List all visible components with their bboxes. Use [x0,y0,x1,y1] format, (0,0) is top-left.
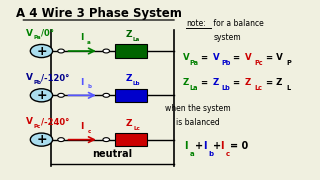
Text: La: La [133,37,140,42]
Circle shape [58,138,64,142]
Text: /-120°: /-120° [42,73,70,82]
Text: Pc: Pc [33,124,40,129]
Text: L: L [287,85,291,91]
Text: system: system [213,33,241,42]
Text: I: I [80,78,84,87]
Text: Z: Z [183,78,189,87]
Text: A 4 Wire 3 Phase System: A 4 Wire 3 Phase System [16,7,182,20]
Text: /0°: /0° [42,29,54,38]
Text: /-240°: /-240° [42,117,70,126]
Text: I: I [203,141,206,151]
Text: when the system: when the system [165,104,231,113]
Text: I: I [220,141,224,151]
Text: Pb: Pb [33,80,41,85]
Text: V: V [27,29,33,38]
Text: La: La [189,85,197,91]
Text: =: = [230,78,240,87]
Text: P: P [287,60,292,66]
Text: = 0: = 0 [230,141,249,151]
Circle shape [103,49,109,53]
Text: +: + [36,44,47,58]
Text: Z: Z [242,78,251,87]
Bar [115,44,147,58]
Circle shape [30,89,52,102]
Text: I: I [185,141,188,151]
Text: Z: Z [125,30,132,39]
Circle shape [58,49,64,53]
Text: I: I [80,122,84,131]
Text: Pb: Pb [222,60,231,66]
Bar [115,89,147,102]
Bar [115,133,147,146]
Circle shape [58,93,64,97]
Text: V: V [242,53,252,62]
Text: Z: Z [125,74,132,83]
Text: +: + [195,141,203,151]
Text: V: V [183,53,190,62]
Text: b: b [87,84,91,89]
Text: c: c [226,151,230,157]
Circle shape [30,133,52,146]
Text: Lb: Lb [222,85,230,91]
Text: Pa: Pa [189,60,198,66]
Text: = V: = V [263,53,282,62]
Text: +: + [36,89,47,102]
Circle shape [103,93,109,97]
Text: b: b [208,151,213,157]
Text: for a balance: for a balance [211,19,264,28]
Text: Lc: Lc [133,125,140,130]
Text: +: + [212,141,221,151]
Text: = Z: = Z [263,78,282,87]
Text: Pc: Pc [254,60,263,66]
Text: =: = [230,53,240,62]
Text: note:: note: [186,19,206,28]
Text: =: = [197,78,208,87]
Text: c: c [87,129,91,134]
Text: neutral: neutral [92,149,132,159]
Text: Lb: Lb [133,81,140,86]
Text: =: = [197,53,208,62]
Text: V: V [27,117,33,126]
Text: V: V [210,53,219,62]
Text: Z: Z [125,119,132,128]
Circle shape [30,44,52,58]
Text: Z: Z [210,78,219,87]
Text: Lc: Lc [254,85,262,91]
Text: a: a [87,40,91,45]
Text: +: + [36,133,47,146]
Circle shape [103,138,109,142]
Text: a: a [190,151,195,157]
Text: I: I [80,33,84,42]
Text: V: V [27,73,33,82]
Text: Pa: Pa [33,35,41,40]
Text: is balanced: is balanced [176,118,220,127]
